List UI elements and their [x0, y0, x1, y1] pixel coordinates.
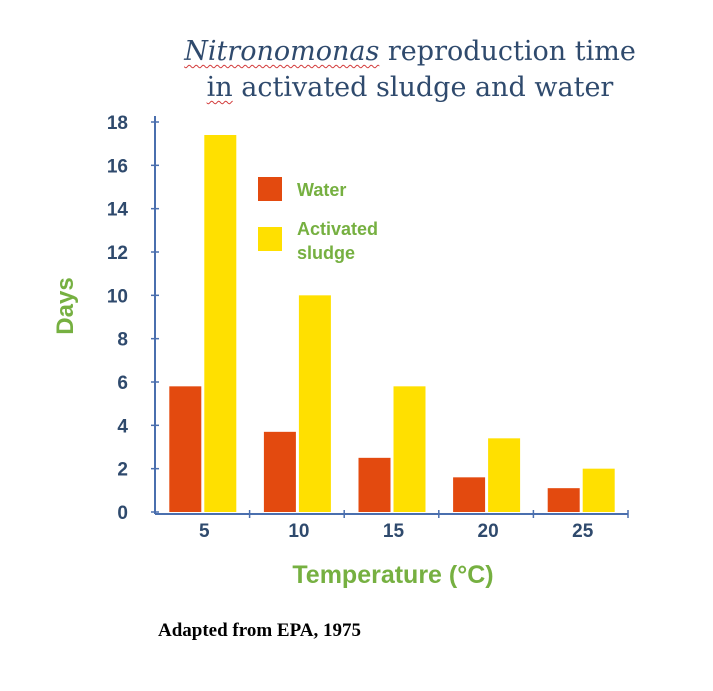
y-tick-label: 2 — [117, 460, 128, 481]
y-tick-label: 12 — [107, 243, 128, 264]
x-tick-label: 10 — [288, 521, 309, 542]
bar-activated-sludge-10 — [298, 295, 331, 512]
x-tick-label: 20 — [478, 521, 499, 542]
title-line2-underlined: in — [206, 72, 233, 103]
legend-label-activated-sludge: Activated sludge — [297, 219, 378, 263]
bar-water-5 — [169, 386, 202, 512]
title-italic-part: Nitronomonas — [184, 36, 380, 67]
legend-swatch-water — [258, 177, 282, 201]
bar-activated-sludge-20 — [488, 438, 521, 512]
y-tick-label: 4 — [117, 416, 128, 437]
y-axis-title: Days — [52, 277, 79, 334]
bar-activated-sludge-25 — [582, 468, 615, 512]
bar-water-25 — [547, 488, 580, 512]
title-line1-rest: reproduction time — [379, 36, 636, 67]
y-tick-label: 6 — [117, 373, 128, 394]
x-tick-label: 5 — [199, 521, 210, 542]
y-tick-label: 18 — [107, 113, 128, 134]
y-tick-label: 0 — [117, 503, 128, 524]
y-tick-label: 10 — [107, 286, 128, 307]
title-line2-rest: activated sludge and water — [232, 72, 614, 103]
bar-activated-sludge-15 — [393, 386, 426, 512]
x-axis-title: Temperature (°C) — [292, 561, 493, 589]
chart-title: Nitronomonas reproduction time in activa… — [150, 34, 670, 106]
legend-swatch-activated-sludge — [258, 227, 282, 251]
bar-water-20 — [453, 477, 486, 512]
legend-label-water: Water — [297, 180, 346, 200]
source-note: Adapted from EPA, 1975 — [158, 620, 362, 641]
bar-water-10 — [263, 431, 296, 512]
y-tick-label: 8 — [117, 330, 128, 351]
x-tick-label: 25 — [572, 521, 594, 542]
bar-water-15 — [358, 457, 391, 512]
x-tick-label: 15 — [383, 521, 405, 542]
y-tick-label: 16 — [107, 156, 128, 177]
bar-activated-sludge-5 — [204, 135, 237, 512]
y-tick-label: 14 — [107, 200, 129, 221]
